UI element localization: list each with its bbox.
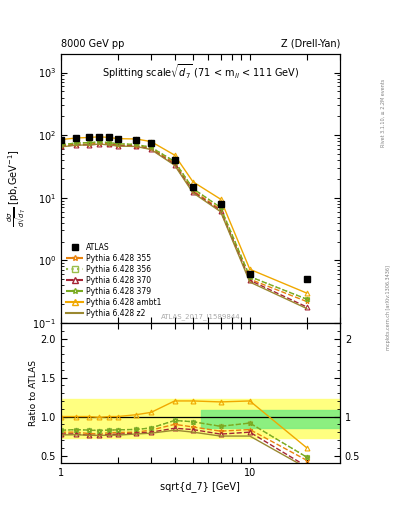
Text: ATLAS_2017_I1589844: ATLAS_2017_I1589844 — [161, 313, 240, 320]
Text: mcplots.cern.ch [arXiv:1306.3436]: mcplots.cern.ch [arXiv:1306.3436] — [386, 265, 391, 350]
Text: Rivet 3.1.10, ≥ 2.2M events: Rivet 3.1.10, ≥ 2.2M events — [381, 78, 386, 147]
Y-axis label: $\frac{d\sigma}{d\sqrt{d_7}}$ [pb,GeV$^{-1}$]: $\frac{d\sigma}{d\sqrt{d_7}}$ [pb,GeV$^{… — [6, 150, 29, 227]
Text: Splitting scale$\sqrt{d_7}$ (71 < m$_{ll}$ < 111 GeV): Splitting scale$\sqrt{d_7}$ (71 < m$_{ll… — [102, 62, 299, 80]
Text: 8000 GeV pp: 8000 GeV pp — [61, 38, 124, 49]
Y-axis label: Ratio to ATLAS: Ratio to ATLAS — [29, 360, 38, 426]
Text: Z (Drell-Yan): Z (Drell-Yan) — [281, 38, 340, 49]
X-axis label: sqrt{d_7} [GeV]: sqrt{d_7} [GeV] — [160, 481, 241, 492]
Legend: ATLAS, Pythia 6.428 355, Pythia 6.428 356, Pythia 6.428 370, Pythia 6.428 379, P: ATLAS, Pythia 6.428 355, Pythia 6.428 35… — [65, 242, 163, 319]
